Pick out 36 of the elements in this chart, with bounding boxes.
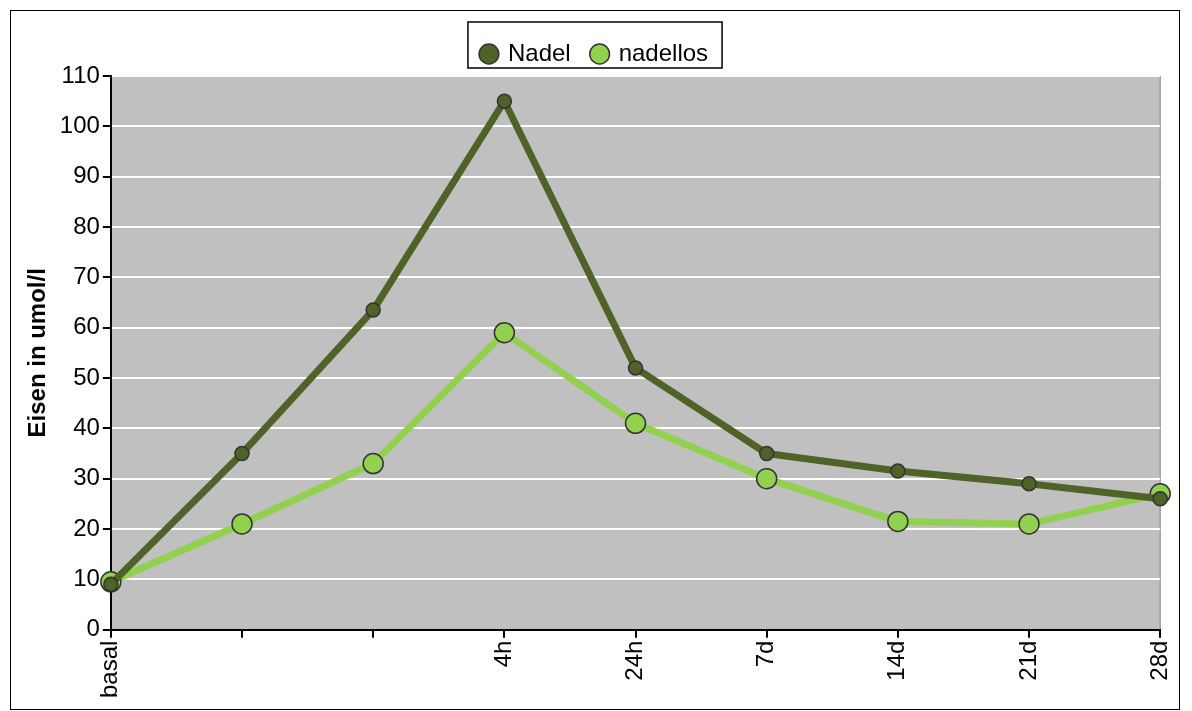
point — [758, 445, 775, 462]
point — [755, 467, 778, 490]
y-tick-label: 20 — [73, 513, 100, 541]
point — [1021, 475, 1037, 492]
y-tick-label: 90 — [73, 161, 100, 189]
x-tick-label: 4h — [488, 640, 516, 668]
y-tick-label: 50 — [73, 362, 100, 390]
y-tick-label: 100 — [59, 110, 100, 138]
point — [362, 452, 384, 475]
point — [624, 412, 647, 435]
x-tick-label: basal — [95, 640, 123, 698]
y-tick-label: 70 — [73, 261, 100, 289]
y-tick-label: 30 — [73, 463, 100, 491]
x-tick-label: 14d — [882, 640, 910, 681]
y-tick-label: 0 — [86, 614, 100, 642]
point — [365, 302, 381, 318]
point — [887, 510, 909, 533]
y-tick-label: 10 — [73, 563, 100, 591]
y-tick-label: 40 — [73, 412, 100, 440]
x-tick-label: 21d — [1013, 640, 1041, 681]
point — [234, 445, 250, 462]
point — [627, 360, 644, 376]
point — [496, 93, 513, 109]
legend-label: Nadel — [507, 38, 571, 66]
x-tick-label: 7d — [751, 640, 779, 668]
point — [1018, 513, 1040, 535]
x-tick-label: 24h — [620, 640, 648, 681]
y-tick-label: 80 — [73, 211, 100, 239]
y-tick-label: 60 — [73, 312, 100, 340]
point — [493, 321, 516, 344]
point — [890, 463, 906, 479]
x-tick-label: 28d — [1144, 640, 1172, 681]
y-axis-title: Eisen in umol/l — [23, 268, 51, 438]
y-tick-label: 110 — [61, 60, 100, 88]
point — [231, 513, 253, 535]
legend-label: nadellos — [618, 38, 709, 66]
